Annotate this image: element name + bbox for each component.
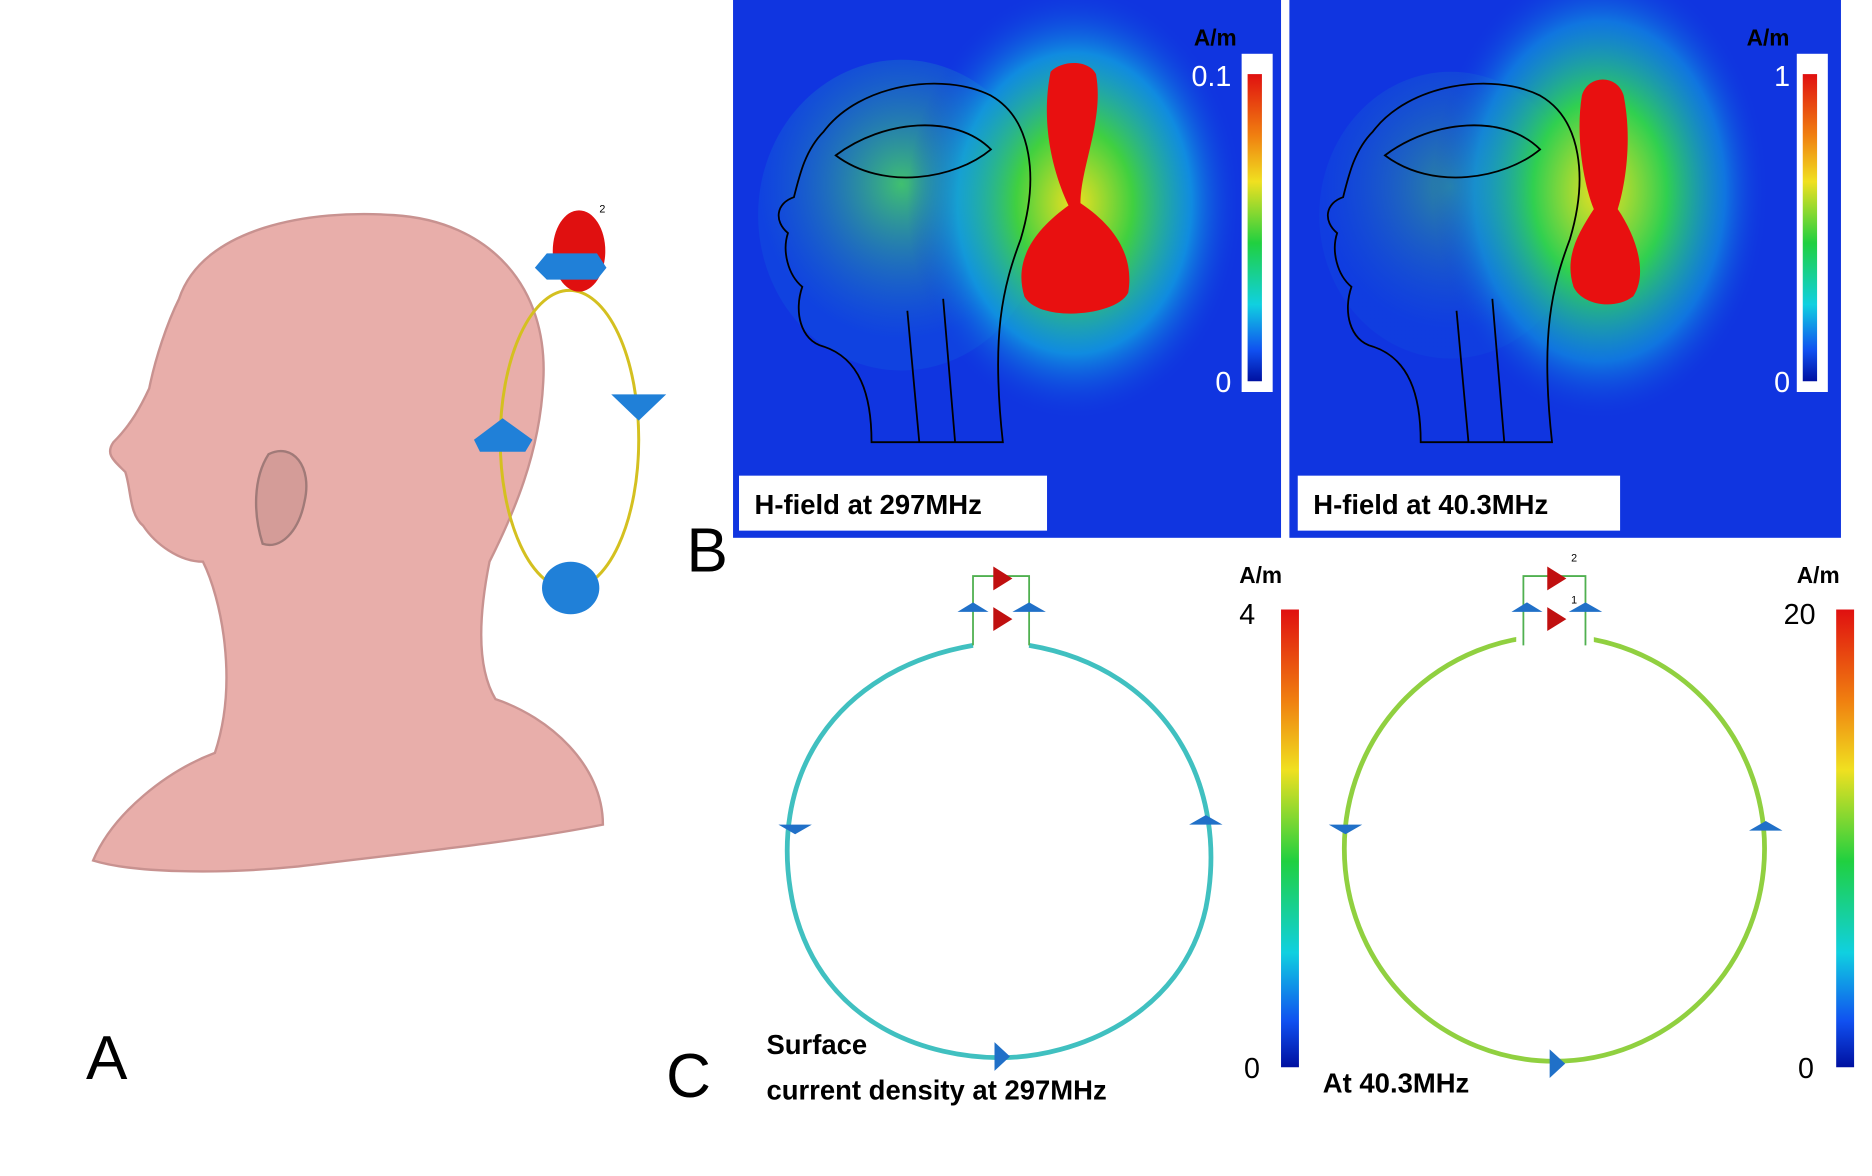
colorbar-unit: A/m — [1239, 562, 1282, 588]
ear — [254, 449, 308, 547]
colorbar-max: 4 — [1239, 599, 1255, 631]
map-caption: current density at 297MHz — [766, 1074, 1106, 1105]
port-label: 2 — [599, 204, 605, 216]
head-model — [91, 212, 605, 873]
map-caption: H-field at 297MHz — [755, 489, 982, 520]
caption-box — [1297, 475, 1621, 531]
colorbar-max: 0.1 — [1191, 61, 1231, 93]
map-caption: Surface — [766, 1029, 867, 1060]
colorbar-unit: A/m — [1194, 24, 1237, 50]
capacitor — [534, 253, 607, 280]
field-peak — [1570, 79, 1641, 305]
field-peak — [1021, 63, 1130, 314]
coil-current — [1341, 633, 1767, 1064]
port — [1547, 566, 1567, 632]
panel-b: A/m 0.1 0 H-field at 297MHz A/m 1 0 H-fi… — [686, 0, 1841, 585]
colorbar-min: 0 — [1798, 1053, 1814, 1085]
port — [993, 566, 1013, 632]
panel-c: A/m 4 0 Surface current density at 297MH… — [666, 553, 1855, 1111]
port-label: 2 — [1571, 553, 1577, 565]
panel-a: 2 A — [86, 204, 667, 1093]
colorbar-max: 20 — [1784, 599, 1816, 631]
gap — [1516, 621, 1594, 646]
coil-current — [784, 643, 1214, 1061]
colorbar — [1247, 74, 1262, 382]
caption-box — [739, 475, 1048, 531]
panel-label: B — [686, 516, 727, 585]
capacitor — [473, 418, 533, 452]
head-outline — [777, 82, 1032, 444]
colorbar-max: 1 — [1774, 61, 1790, 93]
colorbar-min: 0 — [1244, 1053, 1260, 1085]
panel-label: C — [666, 1042, 711, 1111]
colorbar-min: 0 — [1215, 367, 1231, 399]
capacitor — [611, 394, 667, 421]
colorbar — [1802, 74, 1818, 382]
panel-label: A — [86, 1024, 128, 1093]
colorbar-unit: A/m — [1797, 562, 1840, 588]
colorbar-min: 0 — [1774, 367, 1790, 399]
colorbar — [1836, 609, 1855, 1068]
capacitor — [542, 561, 600, 615]
port-label: 1 — [1571, 595, 1577, 607]
map-caption: At 40.3MHz — [1323, 1067, 1469, 1098]
capacitor — [1328, 602, 1783, 1078]
colorbar-unit: A/m — [1747, 24, 1790, 50]
colorbar — [1281, 609, 1299, 1068]
map-caption: H-field at 40.3MHz — [1313, 489, 1548, 520]
head-outline — [1327, 82, 1581, 444]
